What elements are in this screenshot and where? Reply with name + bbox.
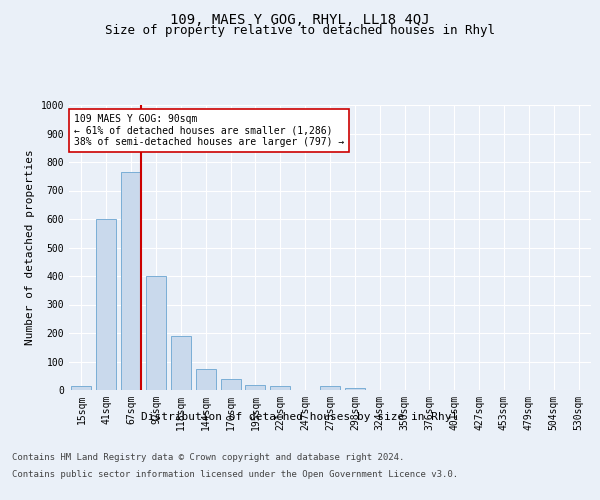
Text: Size of property relative to detached houses in Rhyl: Size of property relative to detached ho… (105, 24, 495, 37)
Bar (345, 388, 365, 390)
Bar (221, 379, 241, 390)
Y-axis label: Number of detached properties: Number of detached properties (25, 150, 35, 346)
Bar (121, 172, 141, 390)
Bar (196, 368, 215, 390)
Bar (97, 219, 116, 390)
Bar (245, 385, 265, 390)
Bar (171, 336, 191, 390)
Bar (146, 276, 166, 390)
Bar (271, 386, 290, 390)
Bar (71, 386, 91, 390)
Bar (320, 386, 340, 390)
Text: 109 MAES Y GOG: 90sqm
← 61% of detached houses are smaller (1,286)
38% of semi-d: 109 MAES Y GOG: 90sqm ← 61% of detached … (74, 114, 344, 147)
Text: Distribution of detached houses by size in Rhyl: Distribution of detached houses by size … (142, 412, 458, 422)
Text: 109, MAES Y GOG, RHYL, LL18 4QJ: 109, MAES Y GOG, RHYL, LL18 4QJ (170, 12, 430, 26)
Text: Contains HM Land Registry data © Crown copyright and database right 2024.: Contains HM Land Registry data © Crown c… (12, 452, 404, 462)
Text: Contains public sector information licensed under the Open Government Licence v3: Contains public sector information licen… (12, 470, 458, 479)
